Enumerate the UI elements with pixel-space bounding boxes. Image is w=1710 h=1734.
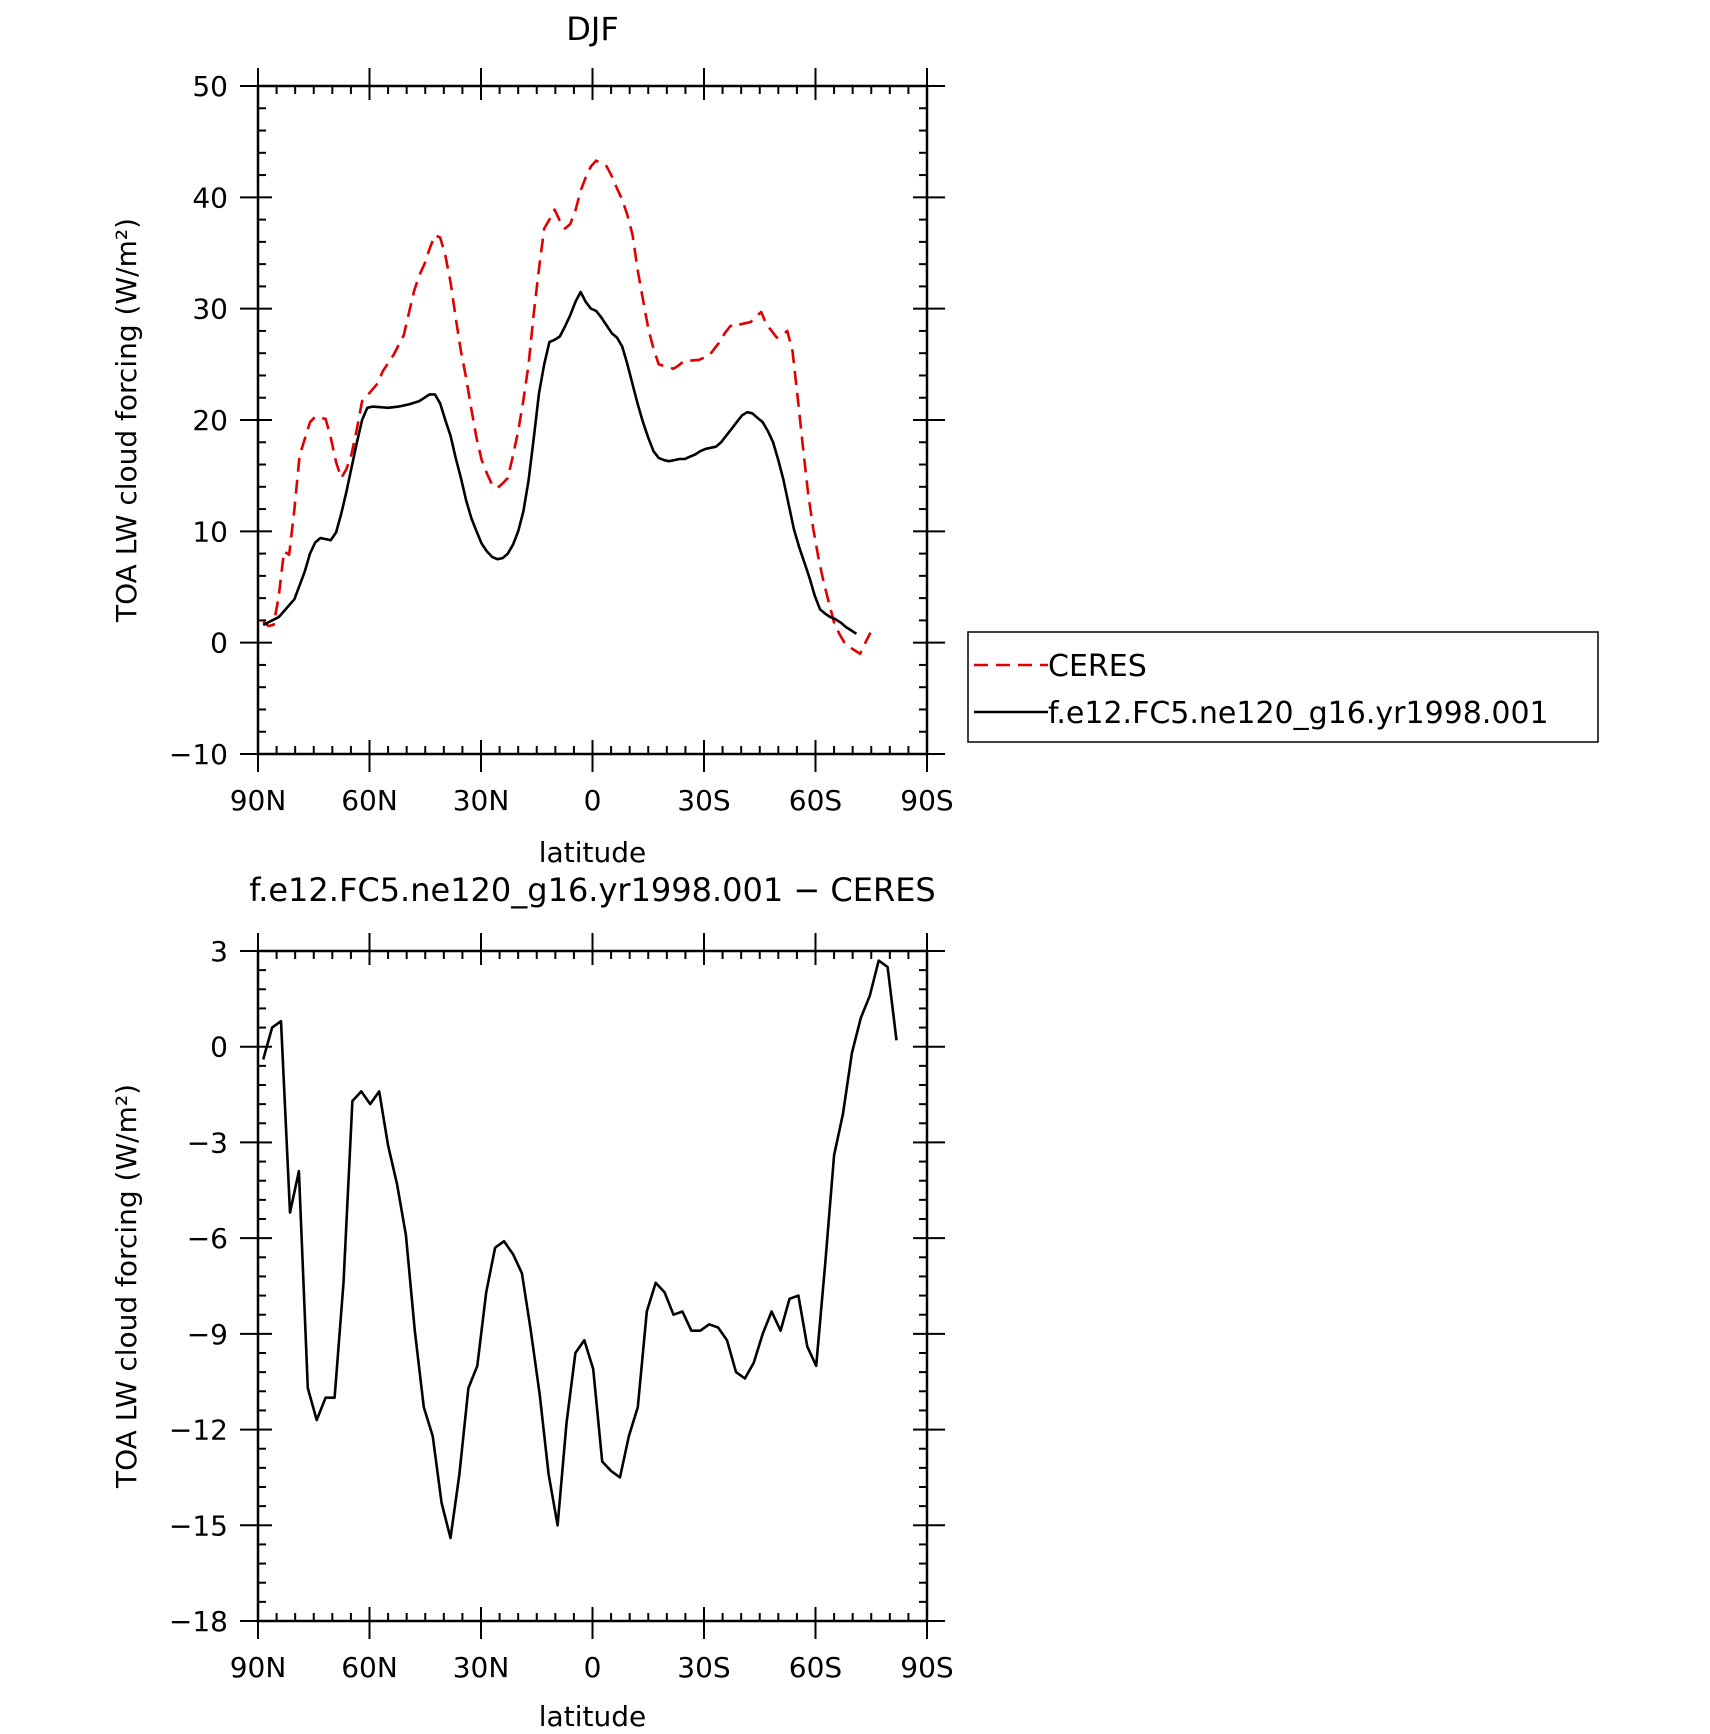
x-tick-label: 30S	[677, 784, 730, 817]
x-tick-label: 30N	[453, 784, 510, 817]
chart-title: DJF	[566, 10, 618, 48]
plot-frame	[256, 949, 929, 1623]
series-line-difference	[261, 959, 898, 1540]
y-tick-label: −15	[169, 1509, 228, 1542]
legend-label: f.e12.FC5.ne120_g16.yr1998.001	[1048, 696, 1549, 731]
y-tick-label: 20	[192, 404, 228, 437]
y-axis-label: TOA LW cloud forcing (W/m²)	[110, 1084, 143, 1489]
y-tick-label: −10	[169, 738, 228, 771]
series-line-ceres	[262, 159, 872, 656]
x-tick-label: 60N	[341, 784, 398, 817]
y-tick-label: −3	[187, 1126, 228, 1159]
y-tick-label: 10	[192, 515, 228, 548]
series-line-f-e12-fc5-ne120-g16-yr1998-001	[262, 290, 858, 635]
chart-panel-2: f.e12.FC5.ne120_g16.yr1998.001 − CERES 90…	[110, 871, 954, 1733]
chart-panel-1: DJF 90N 60N 30N 0 30S 60S 90S −10 0 10 20 30 40 50 lati…	[110, 10, 1599, 869]
x-tick-label: 90N	[230, 784, 287, 817]
y-tick-label: 50	[192, 70, 228, 103]
y-tick-label: 30	[192, 293, 228, 326]
y-tick-label: −6	[187, 1222, 228, 1255]
x-tick-label: 0	[584, 784, 602, 817]
x-tick-label: 0	[584, 1651, 602, 1684]
y-tick-label: −18	[169, 1605, 228, 1638]
plot-frame	[256, 84, 929, 756]
y-tick-label: 3	[210, 935, 228, 968]
y-tick-label: −12	[169, 1414, 228, 1447]
x-tick-label: 60N	[341, 1651, 398, 1684]
y-axis-label: TOA LW cloud forcing (W/m²)	[110, 218, 143, 623]
legend-label: CERES	[1048, 649, 1147, 684]
x-tick-label: 90N	[230, 1651, 287, 1684]
y-tick-label: 0	[210, 1031, 228, 1064]
x-axis-label: latitude	[539, 836, 646, 869]
x-tick-label: 30S	[677, 1651, 730, 1684]
legend-box	[967, 631, 1599, 743]
chart-title: f.e12.FC5.ne120_g16.yr1998.001 − CERES	[249, 871, 935, 909]
y-tick-label: 40	[192, 181, 228, 214]
legend: CERES f.e12.FC5.ne120_g16.yr1998.001	[967, 631, 1599, 743]
x-tick-label: 30N	[453, 1651, 510, 1684]
x-tick-label: 90S	[900, 784, 953, 817]
y-tick-label: −9	[187, 1318, 228, 1351]
x-tick-label: 60S	[789, 784, 842, 817]
x-axis-label: latitude	[539, 1700, 646, 1733]
y-tick-label: 0	[210, 627, 228, 660]
x-tick-label: 60S	[789, 1651, 842, 1684]
x-tick-label: 90S	[900, 1651, 953, 1684]
